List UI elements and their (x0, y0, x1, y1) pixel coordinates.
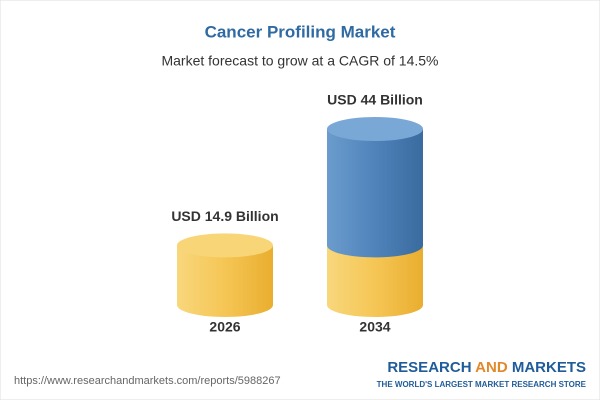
value-label: USD 44 Billion (327, 92, 423, 108)
value-label: USD 14.9 Billion (171, 208, 278, 224)
brand-word: MARKETS (512, 359, 586, 376)
chart-title: Cancer Profiling Market (205, 22, 396, 41)
cylinder-body (177, 245, 273, 317)
brand-word: RESEARCH (387, 359, 471, 376)
x-tick-label: 2034 (359, 319, 390, 335)
brand-word: AND (475, 359, 508, 376)
cylinder-top (327, 117, 423, 141)
brand: RESEARCH AND MARKETS (387, 359, 586, 376)
cylinder-top (177, 233, 273, 258)
cylinder-body (327, 245, 423, 317)
x-tick-label: 2026 (209, 319, 240, 335)
chart-subtitle: Market forecast to grow at a CAGR of 14.… (161, 53, 438, 69)
tagline: THE WORLD'S LARGEST MARKET RESEARCH STOR… (377, 380, 587, 389)
source-url: https://www.researchandmarkets.com/repor… (14, 375, 281, 387)
cylinder-body (327, 129, 423, 258)
